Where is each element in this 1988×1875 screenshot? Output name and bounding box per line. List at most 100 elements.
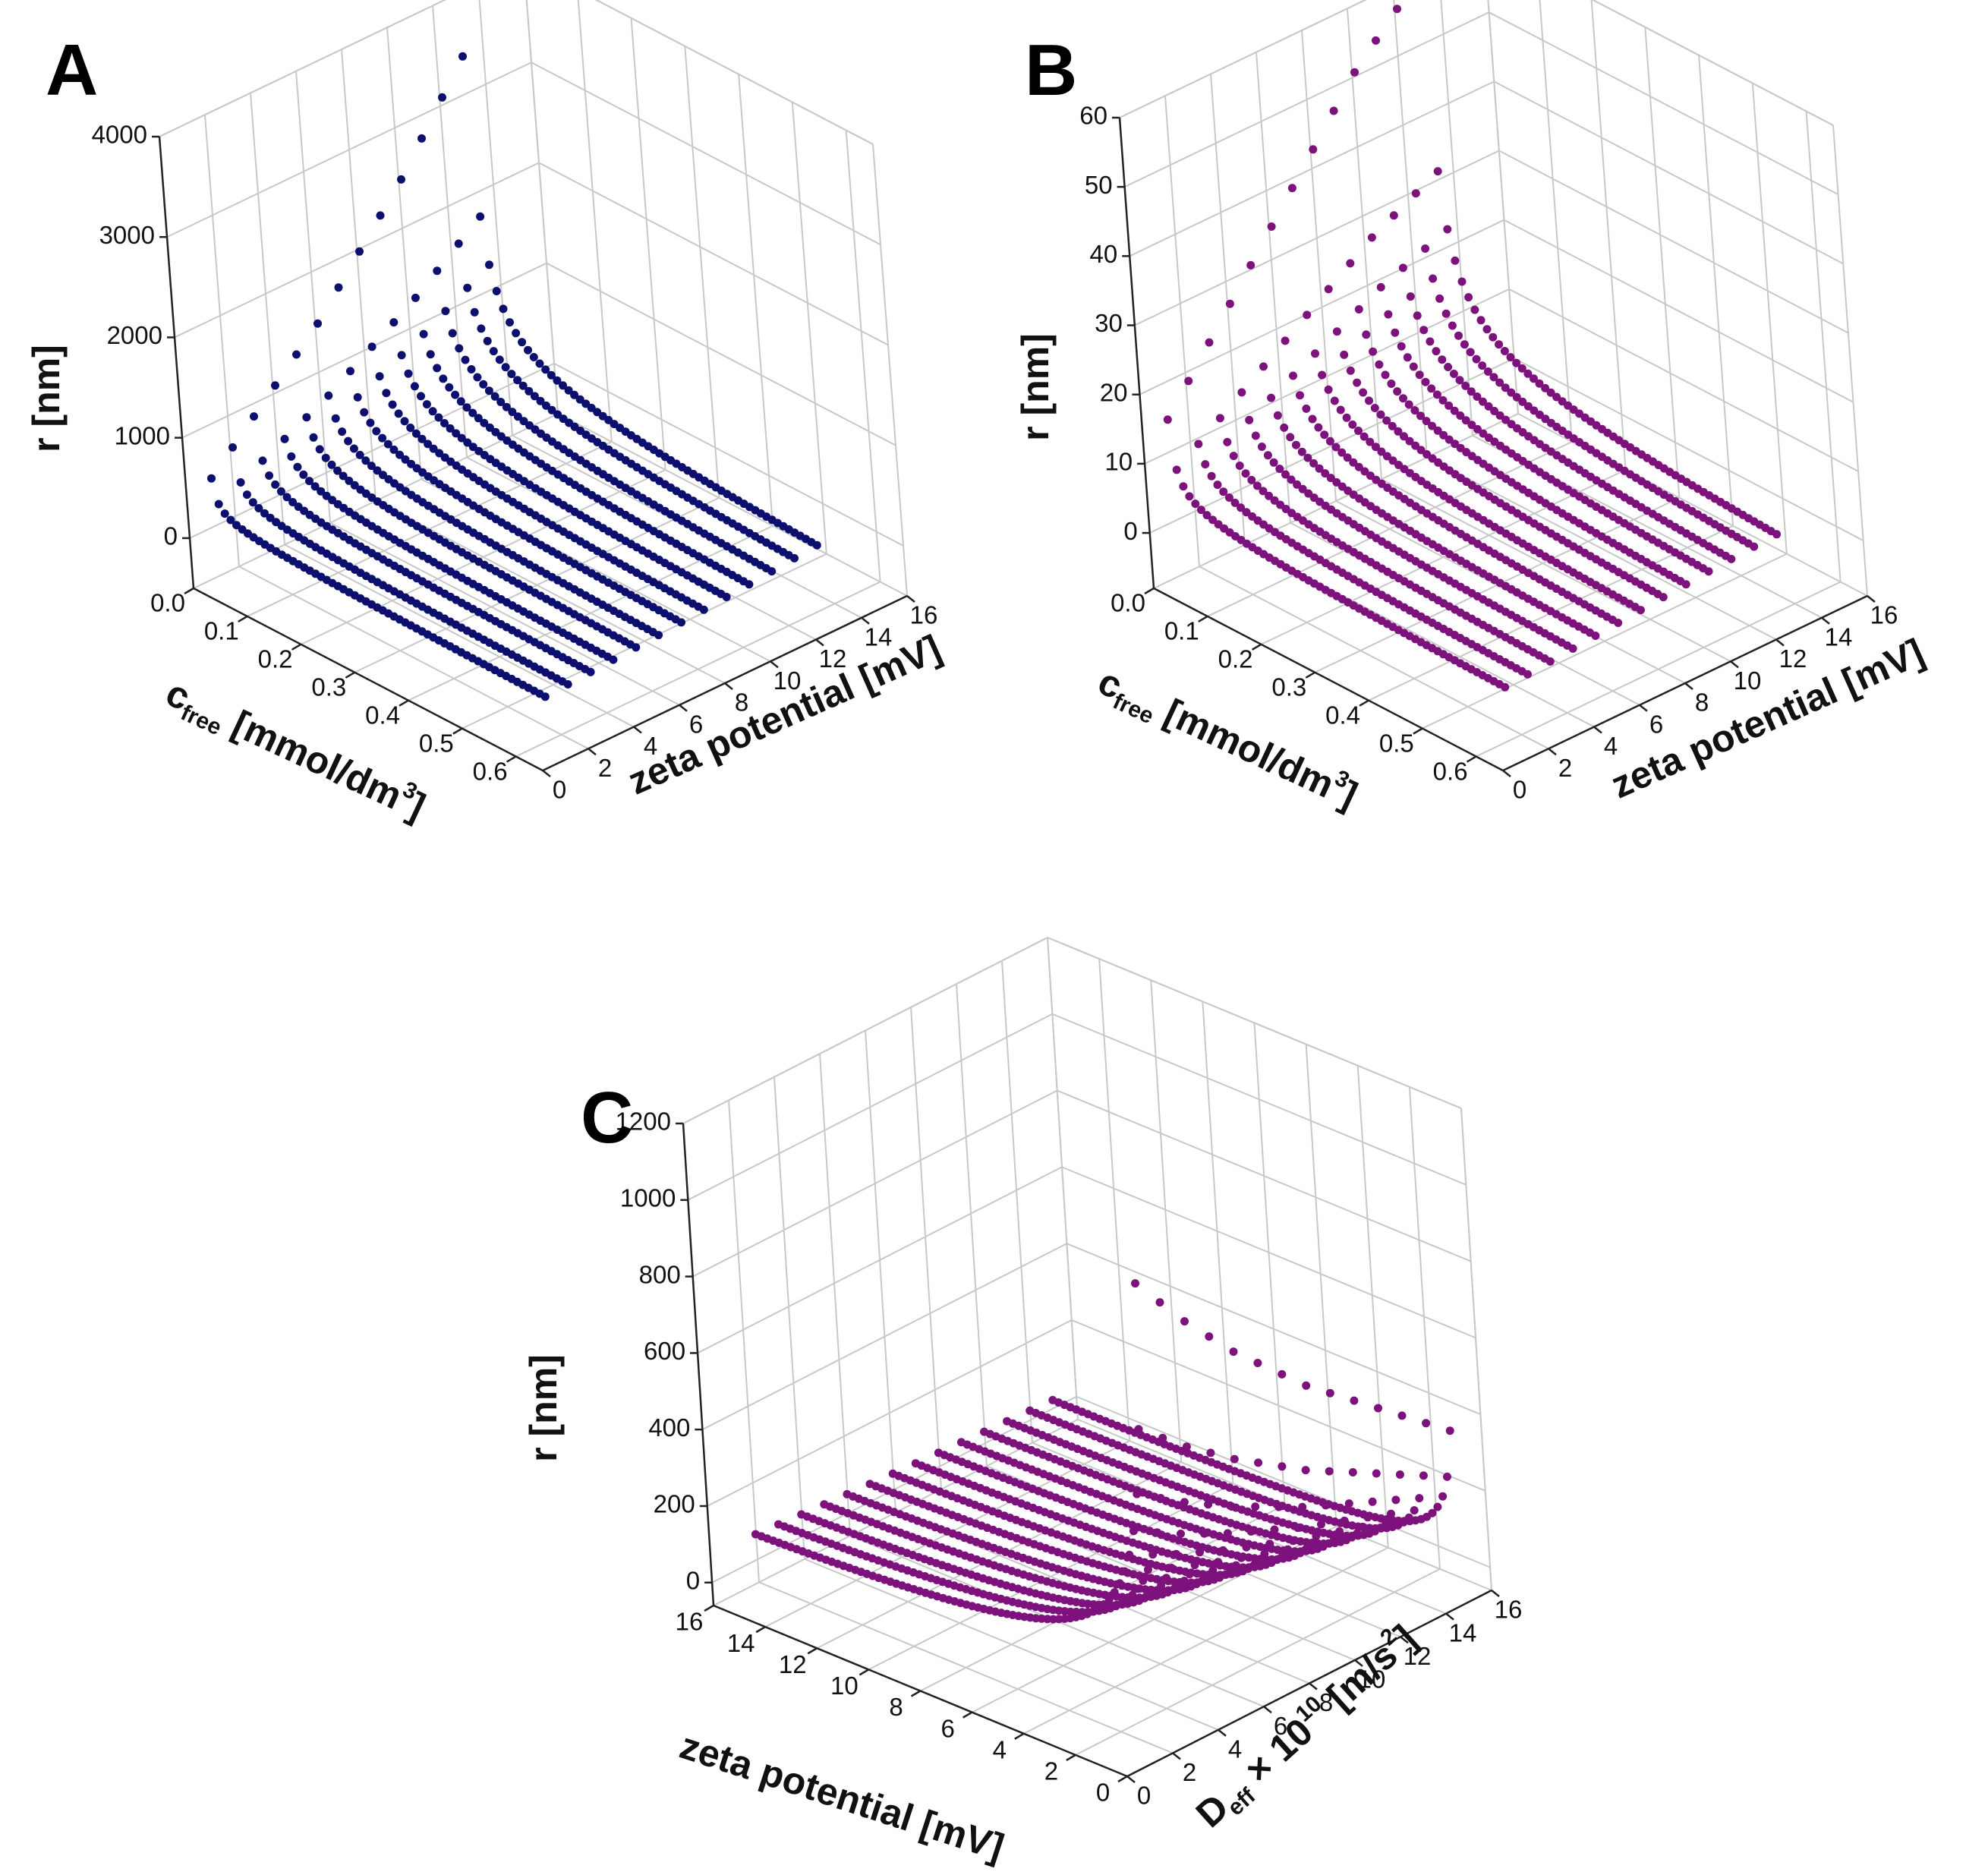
panel-b-data-point [1404,400,1413,409]
panel-b-data-point [1432,347,1441,356]
panel-c-gridline [1305,1044,1337,1527]
panel-b-data-point [1280,423,1289,432]
panel-b-gridline [1504,219,1854,403]
panel-b-data-point [1348,420,1357,429]
panel-a-data-point [389,445,399,454]
panel-b-y-tick-label: 10 [1734,666,1762,695]
panel-a-data-point [258,456,267,465]
panel-b-gridline [1539,0,1573,442]
panel-b-data-point [1473,392,1482,401]
panel-a-data-point [441,307,450,316]
panel-a-gridline [159,0,446,137]
panel-a-z-tick-label: 2000 [107,321,162,349]
panel-c-data-point [1322,1501,1330,1510]
panel-b-data-point [1451,256,1460,265]
panel-b-data-point [1464,293,1473,302]
panel-b-data-point [1292,440,1300,449]
panel-b-data-point [1311,349,1319,358]
panel-c-y-tick-mark [1354,1659,1363,1667]
panel-b-y-tick-label: 6 [1649,710,1663,738]
panel-b-x-tick-mark [1305,671,1315,679]
panel-b-data-point [1750,542,1759,551]
panel-b-data-point [1336,405,1345,414]
panel-b-data-point [1241,469,1250,478]
panel-b-data-point [1614,619,1623,627]
panel-a-data-point [276,487,285,496]
panel-a-data-point [483,336,492,345]
panel-a-data-point [570,390,579,399]
panel-c-data-point [1180,1498,1189,1507]
panel-b-data-point [1535,379,1544,388]
panel-b-data-point [1501,415,1511,424]
panel-c-gridline [1061,1166,1476,1339]
panel-b-data-point [1375,360,1384,369]
panel-a-data-point [499,304,508,314]
panel-b-data-point [1365,396,1373,405]
panel-c-data-point [1206,1448,1215,1457]
panel-b-data-point [1472,355,1481,364]
panel-b-gridline [1591,0,1834,126]
panel-b-data-point [1314,423,1323,432]
panel-b-data-point [1470,305,1479,314]
panel-c-gridline [1460,1108,1492,1591]
panel-a-data-point [424,440,433,449]
panel-a-x-tick-mark [452,727,463,735]
panel-b-data-point [1637,606,1645,615]
panel-a-data-point [404,369,413,378]
panel-b-gridline [1347,8,1382,480]
panel-b-data-point [1267,393,1276,402]
panel-b-data-point [1369,347,1378,356]
panel-a-gridline [408,525,773,701]
panel-a-data-point [395,450,404,459]
panel-a-data-point [333,466,342,475]
panel-b-data-point [1251,431,1260,440]
panel-c-gridline [773,1076,805,1559]
panel-b-data-point [1273,411,1282,420]
panel-a-data-point [260,509,269,518]
panel-c-data-point [1404,1513,1413,1522]
panel-c-data-point [1133,1489,1142,1498]
panel-b-data-point [1377,447,1386,456]
panel-c-data-point [1200,1529,1208,1538]
panel-c-data-point [1143,1565,1152,1574]
panel-a-data-point [345,476,354,485]
panel-c-x-tick-mark [910,1690,922,1697]
panel-a-data-point [310,482,320,491]
panel-c-data-point [1180,1577,1189,1585]
panel-b-data-point [1517,364,1526,373]
panel-b-data-point [1371,443,1380,452]
panel-a-gridline [845,130,881,582]
panel-a-chart: 0 1000 2000 3000 4000 0.0 0.1 0.2 0.3 0.4 0.5 0.6 0 2… [0,0,987,911]
panel-a-data-point [265,471,274,480]
panel-b-z-axis [1118,117,1155,589]
panel-b-data-point [1421,244,1430,253]
panel-a-data-point [361,456,370,465]
panel-c-gridline [1075,1568,1441,1756]
panel-a-data-point [496,398,506,406]
panel-a-data-point [677,618,685,627]
panel-a-data-point [458,52,467,61]
panel-a-x-tick-mark [345,671,355,679]
panel-c-data-point [1152,1587,1160,1596]
panel-c-data-point [1443,1472,1451,1481]
panel-a-data-point [530,392,539,401]
panel-a-data-point [513,412,522,421]
panel-b-chart: 0 10 20 30 40 50 60 0.0 0.1 0.2 0.3 0.4 0.5 0.6 0 2 4 6 8 1… [987,0,1988,911]
panel-b-data-point [1391,328,1400,337]
panel-b-gridline [1199,566,1549,750]
panel-a-data-point [502,402,511,411]
panel-a-y-tick-label: 2 [598,754,612,782]
panel-b-data-point [1490,407,1499,415]
panel-b-data-point [1681,580,1690,589]
panel-c-gridline [1076,1395,1491,1568]
panel-c-gridline [1098,959,1131,1442]
panel-b-data-point [1449,370,1458,378]
panel-a-data-point [321,453,330,462]
panel-a-data-point [375,372,384,381]
panel-b-data-point [1252,481,1262,490]
panel-c-data-point [1301,1545,1310,1554]
panel-a-data-point [485,260,493,269]
panel-a-data-point [271,480,280,489]
panel-a-data-point [529,353,538,361]
panel-b-data-point [1727,554,1736,563]
